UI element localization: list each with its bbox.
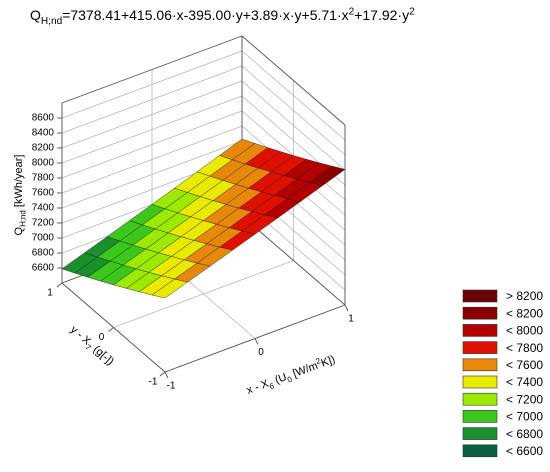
title-part: H;nd — [41, 16, 62, 27]
x-tick — [164, 371, 169, 379]
xlabel-part: [W/m — [288, 360, 319, 381]
chart-title: QH;nd=7378.41+415.06·x-395.00·y+3.89·x·y… — [30, 6, 415, 27]
y-axis-label: y - X7 (g[-]) — [66, 324, 116, 370]
ylabel-part: 7 — [83, 343, 92, 353]
title-part: =7378.41+415.06·x-395.00·y+3.89·x·y+5.71… — [62, 7, 348, 23]
legend-swatch — [462, 324, 498, 337]
y-tick-label: 1 — [47, 288, 53, 299]
title-part: 2 — [409, 6, 415, 17]
legend-swatch — [462, 444, 498, 458]
x-tick — [344, 304, 349, 312]
box-edge — [241, 35, 346, 126]
xlabel-part: x - X — [245, 378, 271, 397]
legend-label: < 7000 — [506, 410, 543, 424]
z-axis-label: QH;nd [kWh/year] — [13, 155, 27, 236]
surface-cell — [151, 278, 188, 299]
legend-label: < 7600 — [506, 358, 543, 372]
legend-swatch — [462, 427, 498, 440]
box-edge — [61, 282, 166, 373]
legend-swatch — [462, 375, 498, 389]
z-tick-label: 7200 — [32, 218, 55, 229]
x-axis-label: x - X6 (U0 [W/m2K]) — [244, 351, 337, 399]
xlabel-part: 0 — [286, 375, 294, 385]
legend-label: < 7400 — [506, 375, 543, 389]
z-tick-label: 7400 — [32, 203, 55, 214]
z-tick-label: 8200 — [32, 143, 55, 154]
legend-swatch — [462, 392, 498, 406]
title-part: 2 — [349, 6, 355, 17]
y-tick — [108, 327, 114, 332]
z-tick-label: 8600 — [32, 113, 55, 124]
z-tick-label: 8400 — [32, 128, 55, 139]
box-edge — [164, 304, 346, 373]
xlabel-part: 2 — [315, 356, 322, 366]
legend-label: < 8200 — [506, 306, 543, 320]
x-tick-label: 0 — [258, 347, 264, 358]
legend-swatch — [462, 358, 498, 372]
xlabel-part: 6 — [268, 381, 276, 391]
y-tick — [56, 282, 63, 288]
legend-swatch — [462, 341, 498, 354]
legend-swatch — [462, 306, 498, 320]
z-tick-label: 7600 — [32, 188, 55, 199]
zlabel-part: H;nd — [18, 210, 27, 227]
z-tick-label: 8000 — [32, 158, 55, 169]
box-edge — [61, 35, 243, 104]
y-tick-label: 0 — [99, 332, 105, 343]
title-part: +17.92·y — [354, 7, 409, 23]
y-tick — [159, 371, 166, 377]
zlabel-part: [kWh/year] — [13, 155, 25, 211]
z-tick-label: 7800 — [32, 173, 55, 184]
legend-swatch — [462, 410, 498, 423]
legend-label: < 6800 — [506, 427, 543, 441]
legend-label: < 7800 — [506, 341, 543, 355]
xlabel-part: K]) — [320, 354, 337, 370]
z-tick-label: 7000 — [32, 233, 55, 244]
x-tick — [254, 338, 259, 345]
ylabel-part: (g[-]) — [88, 341, 116, 367]
legend-label: < 8000 — [506, 324, 543, 338]
zlabel-part: Q — [13, 226, 25, 235]
legend-label: > 8200 — [506, 289, 543, 303]
legend-label: < 7200 — [506, 392, 543, 406]
x-tick-label: 1 — [348, 314, 354, 325]
title-part: Q — [30, 7, 41, 23]
y-tick-label: -1 — [149, 377, 158, 388]
x-tick-label: -1 — [167, 381, 176, 392]
z-tick-label: 6600 — [32, 263, 55, 274]
legend-label: < 6600 — [506, 444, 543, 458]
legend-swatch — [462, 289, 498, 303]
xlabel-part: (U — [270, 371, 288, 387]
z-tick-label: 6800 — [32, 248, 55, 259]
